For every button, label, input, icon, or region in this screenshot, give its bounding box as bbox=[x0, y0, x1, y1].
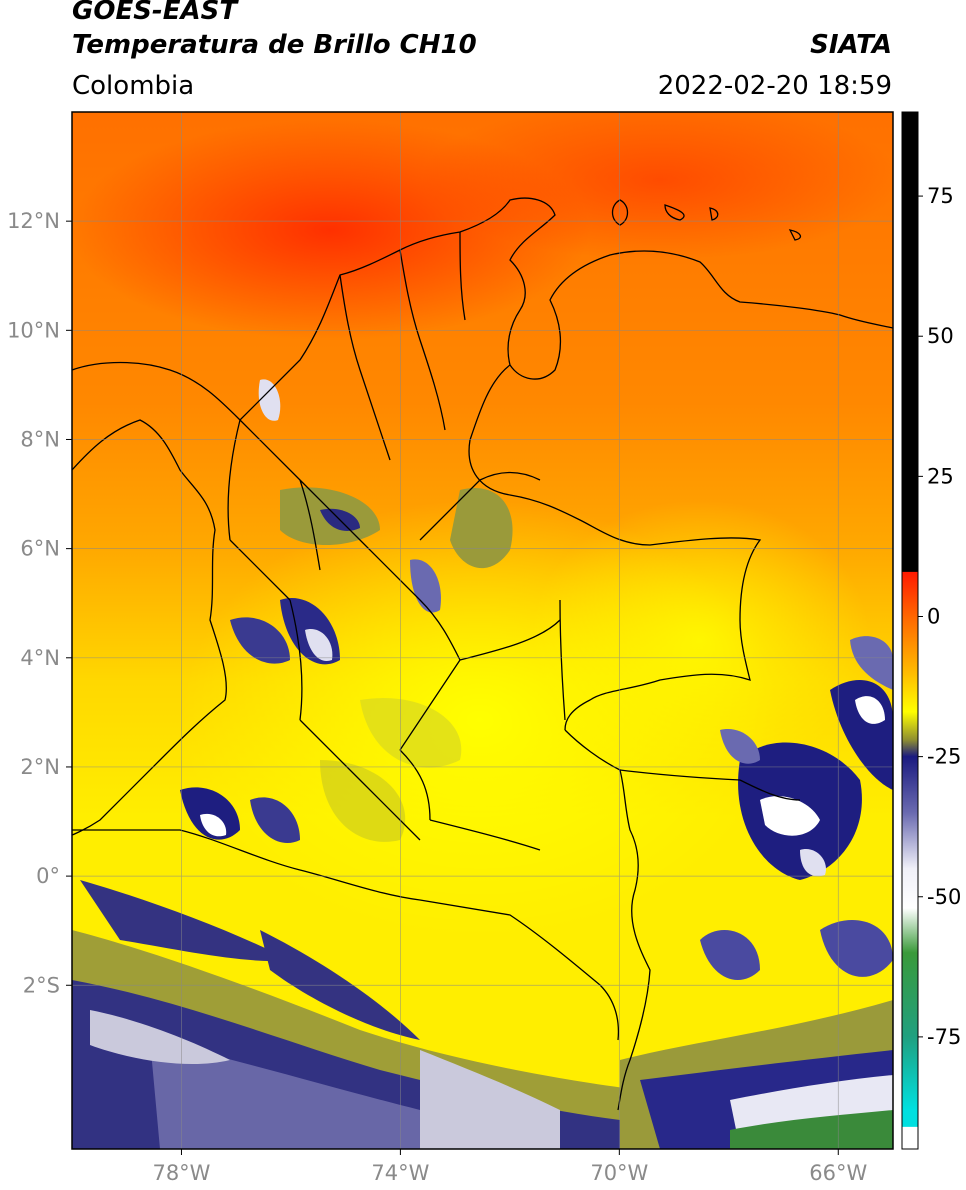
cloud-band-southeast bbox=[620, 920, 893, 1149]
colorbar-tick-label: -25 bbox=[927, 745, 961, 769]
longitude-ticks: 78°W 74°W 70°W 66°W bbox=[152, 1149, 867, 1185]
warm-sea-core-east bbox=[420, 112, 893, 260]
latitude-tick-label: 0° bbox=[36, 864, 60, 888]
datetime-label: 2022-02-20 18:59 bbox=[657, 71, 892, 101]
yellow-east-area bbox=[530, 500, 870, 780]
colorbar-ticks: 75 50 25 0 -25 -50 -75 bbox=[918, 184, 961, 1049]
longitude-tick-label: 66°W bbox=[809, 1161, 867, 1185]
colorbar: 75 50 25 0 -25 -50 -75 bbox=[901, 111, 961, 1150]
colorbar-tick-label: 50 bbox=[927, 324, 954, 348]
graticule bbox=[72, 112, 893, 1149]
latitude-tick-label: 8°N bbox=[20, 427, 60, 451]
satellite-title: GOES-EAST bbox=[72, 0, 238, 26]
latitude-tick-label: 12°N bbox=[7, 209, 60, 233]
product-title: Temperatura de Brillo CH10 bbox=[72, 30, 477, 60]
latitude-tick-label: 10°N bbox=[7, 318, 60, 342]
latitude-tick-label: 6°N bbox=[20, 537, 60, 561]
colorbar-gradient bbox=[902, 112, 918, 1149]
borders-layer bbox=[72, 197, 893, 1111]
cloud-band-southwest bbox=[72, 880, 700, 1149]
longitude-tick-label: 70°W bbox=[590, 1161, 648, 1185]
longitude-tick-label: 74°W bbox=[371, 1161, 429, 1185]
cloud-systems bbox=[72, 379, 893, 1149]
map-frame bbox=[71, 111, 894, 1150]
colorbar-frame bbox=[901, 111, 919, 1150]
source-label: SIATA bbox=[810, 30, 892, 60]
region-label: Colombia bbox=[72, 71, 195, 101]
cloud-central-cluster bbox=[180, 379, 513, 844]
map-panel bbox=[72, 112, 893, 1149]
border-peru-ecuador bbox=[72, 829, 620, 1041]
border-venezuela bbox=[468, 364, 762, 731]
internal-divisions bbox=[227, 231, 801, 851]
colorbar-tick-label: -75 bbox=[927, 1025, 961, 1049]
colorbar-tick-label: -50 bbox=[927, 885, 961, 909]
latitude-tick-label: 2°S bbox=[23, 973, 60, 997]
cloud-east-cluster bbox=[720, 636, 893, 880]
latitude-tick-label: 4°N bbox=[20, 646, 60, 670]
border-brazil bbox=[564, 729, 651, 1111]
longitude-tick-label: 78°W bbox=[152, 1161, 210, 1185]
islands bbox=[611, 199, 802, 241]
colorbar-tick-label: 75 bbox=[927, 184, 954, 208]
latitude-tick-label: 2°N bbox=[20, 755, 60, 779]
colorbar-tick-label: 0 bbox=[927, 604, 940, 628]
coastline-pacific bbox=[72, 419, 227, 836]
latitude-ticks: 12°N 10°N 8°N 6°N 4°N 2°N 0° 2°S bbox=[7, 209, 72, 997]
coastline-caribbean bbox=[72, 197, 893, 421]
colorbar-tick-label: 25 bbox=[927, 464, 954, 488]
